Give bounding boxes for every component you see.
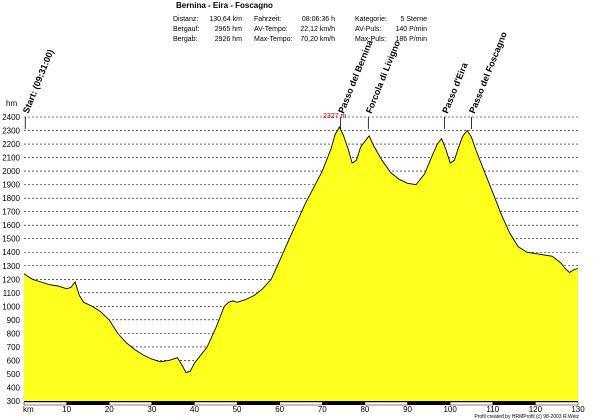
stat-label: AV-Puls: — [355, 26, 381, 33]
y-tick-label: 500 — [7, 370, 21, 379]
x-axis-segment — [279, 401, 323, 406]
y-tick-label: 1300 — [2, 262, 20, 271]
x-tick-label: 80 — [360, 405, 369, 414]
x-tick-label: 60 — [275, 405, 284, 414]
pass-marker-label: Passo del Foscagno — [467, 30, 509, 115]
x-axis-segment — [151, 402, 195, 405]
y-tick-label: 1700 — [2, 208, 20, 217]
x-tick-label: 110 — [486, 405, 499, 414]
x-tick-label: 100 — [443, 405, 457, 414]
y-tick-label: 2100 — [2, 154, 20, 163]
x-tick-label: 20 — [105, 405, 114, 414]
stat-value: 08:06:36 h — [302, 16, 335, 23]
ride-stats: Distanz: 130,64 km Fahrzeit: 08:06:36 h Kate… — [173, 16, 427, 43]
y-tick-label: 1600 — [2, 221, 20, 230]
x-tick-label: 70 — [318, 405, 327, 414]
max-elevation-label: 2327 m — [323, 113, 347, 120]
x-axis-segment — [492, 402, 536, 405]
stat-value: 70,20 km/h — [300, 36, 335, 43]
y-tick-label: 1100 — [3, 289, 21, 298]
y-tick-label: 2300 — [2, 127, 20, 136]
x-axis-segment — [237, 402, 280, 405]
x-axis-segment — [535, 401, 579, 406]
y-tick-label: 800 — [7, 329, 21, 338]
stat-label: Max-Puls: — [355, 36, 386, 43]
y-tick-label: 600 — [7, 356, 21, 365]
stat-label: Bergab: — [173, 36, 198, 43]
elevation-line — [23, 125, 579, 374]
x-axis-segment — [407, 402, 451, 405]
pass-markers: Start: (09:31:00) Passo del BerninaForcol… — [21, 30, 509, 129]
stat-value: 140 P/min — [395, 26, 427, 33]
stat-value: 22,12 km/h — [300, 26, 335, 33]
credit-text: Profil created by HRMProfil (c) 98-2003 … — [474, 414, 579, 420]
x-axis-segment — [108, 401, 153, 406]
y-tick-label: 1400 — [2, 248, 20, 257]
y-tick-label: 1200 — [2, 275, 20, 284]
stat-label: Kategorie: — [355, 16, 387, 23]
y-axis-label: hm — [6, 99, 17, 108]
y-tick-label: 700 — [7, 343, 21, 352]
x-axis-segment — [364, 401, 408, 406]
x-axis-segment — [194, 401, 238, 406]
chart-header: Bernina - Eira - Foscagno — [176, 1, 273, 10]
y-tick-label: 900 — [7, 316, 21, 325]
stat-value: 5 Sterne — [401, 16, 428, 23]
pass-marker-label: Start: (09:31:00) — [21, 48, 56, 115]
x-axis-segment — [66, 402, 110, 405]
x-axis-label: km — [23, 405, 34, 414]
y-tick-label: 1500 — [2, 235, 20, 244]
elevation-fill — [24, 126, 578, 402]
pass-marker-label: Passo d'Eira — [440, 60, 470, 114]
x-tick-label: 50 — [233, 405, 242, 414]
elevation-area — [23, 125, 579, 402]
stat-label: Distanz: — [173, 16, 198, 23]
x-tick-label: 130 — [571, 405, 585, 414]
x-tick-label: 90 — [403, 405, 412, 414]
x-tick-label: 120 — [529, 405, 543, 414]
axes: 10 20 30 40 50 60 70 80 90 100 110 120 130 — [23, 401, 585, 414]
y-tick-label: 1000 — [2, 302, 20, 311]
x-tick-label: 30 — [147, 405, 156, 414]
y-tick-label: 2400 — [2, 113, 20, 122]
x-tick-label: 40 — [190, 405, 199, 414]
stat-label: Bergauf: — [173, 26, 200, 33]
y-tick-label: 1900 — [2, 181, 20, 190]
stat-value: 2965 hm — [215, 26, 242, 33]
stat-value: 2926 hm — [215, 36, 242, 43]
stat-label: Fahrzeit: — [254, 16, 281, 23]
stat-value: 130,64 km — [209, 16, 242, 23]
y-tick-label: 2000 — [2, 167, 20, 176]
x-axis-segment — [322, 402, 365, 405]
chart-title: Bernina - Eira - Foscagno — [176, 1, 273, 10]
x-tick-label: 10 — [62, 405, 71, 414]
stat-value: 186 P/min — [395, 36, 427, 43]
y-tick-label: 400 — [7, 383, 21, 392]
stat-label: Max-Tempo: — [254, 36, 293, 43]
y-tick-label: 300 — [7, 397, 21, 406]
stat-label: AV-Tempo: — [254, 26, 288, 33]
y-tick-label: 2200 — [2, 140, 20, 149]
y-tick-label: 1800 — [2, 194, 20, 203]
